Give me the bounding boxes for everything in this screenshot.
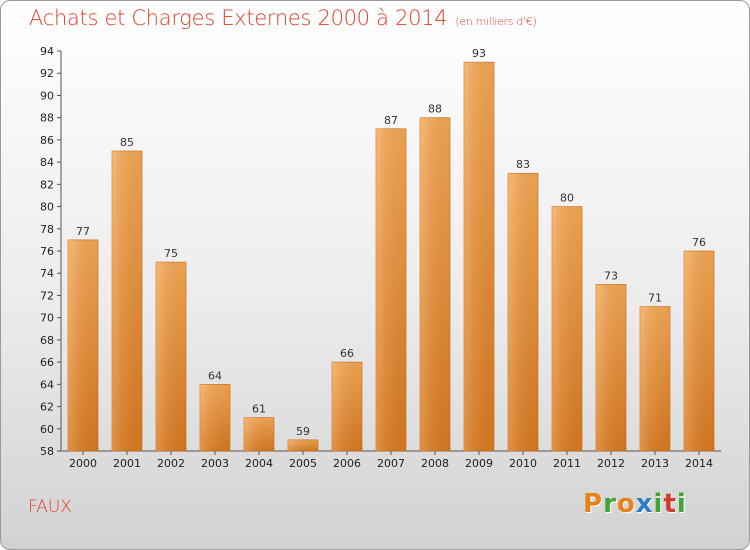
y-tick-label: 80	[40, 201, 54, 214]
y-tick-label: 74	[40, 267, 54, 280]
bar-sheen	[288, 439, 318, 451]
chart-title: Achats et Charges Externes 2000 à 2014 (e…	[29, 6, 537, 30]
chart-title-text: Achats et Charges Externes 2000 à 2014	[29, 6, 448, 30]
y-tick-label: 90	[40, 89, 54, 102]
data-label: 85	[120, 136, 134, 149]
data-label: 87	[384, 114, 398, 127]
axes: 58 60 62 64 66 68 70 72 74 76 78 80 82 84 86 88 90 92 94 20…	[40, 45, 721, 470]
data-label: 61	[252, 403, 266, 416]
bar-sheen	[244, 417, 274, 451]
y-tick-label: 92	[40, 67, 54, 80]
bar-sheen	[552, 206, 582, 451]
data-label: 77	[76, 225, 90, 238]
bar-sheen	[68, 239, 98, 451]
bar-sheen	[156, 262, 186, 451]
y-tick-label: 88	[40, 112, 54, 125]
place-name: FAUX	[28, 497, 72, 517]
y-tick-label: 70	[40, 312, 54, 325]
bars-group: 77 85 75 64 61 59 66 87 88 93 83 80 73 71 76	[67, 47, 715, 452]
x-tick-label: 2006	[333, 457, 361, 470]
chart-subtitle: (en milliers d'€)	[455, 15, 537, 28]
data-label: 59	[296, 425, 310, 438]
x-tick-label: 2004	[245, 457, 273, 470]
bar-sheen	[420, 117, 450, 452]
logo-letter: i	[653, 489, 664, 519]
x-tick-label: 2000	[69, 457, 97, 470]
data-label: 64	[208, 369, 222, 382]
logo-letter: t	[663, 489, 677, 519]
y-tick-label: 94	[40, 45, 54, 58]
bar-sheen	[596, 284, 626, 451]
y-tick-label: 76	[40, 245, 54, 258]
x-tick-label: 2008	[421, 457, 449, 470]
x-tick-label: 2013	[641, 457, 669, 470]
logo-letter: x	[635, 489, 654, 519]
data-label: 80	[560, 192, 574, 205]
y-tick-label: 64	[40, 378, 54, 391]
y-tick-label: 58	[40, 445, 54, 458]
logo-letter: i	[676, 489, 687, 519]
y-tick-label: 86	[40, 134, 54, 147]
logo-letter: o	[616, 489, 636, 519]
data-label: 76	[692, 236, 706, 249]
bar-sheen	[684, 251, 714, 451]
data-label: 88	[428, 103, 442, 116]
y-tick-label: 84	[40, 156, 54, 169]
y-tick-label: 66	[40, 356, 54, 369]
bar-sheen	[332, 362, 362, 451]
y-tick-label: 60	[40, 423, 54, 436]
proxiti-logo: Proxiti	[583, 489, 687, 519]
y-tick-label: 72	[40, 289, 54, 302]
y-tick-label: 78	[40, 223, 54, 236]
y-tick-label: 82	[40, 178, 54, 191]
data-label: 83	[516, 158, 530, 171]
bar-sheen	[200, 384, 230, 451]
x-tick-label: 2010	[509, 457, 537, 470]
data-label: 73	[604, 269, 618, 282]
data-label: 93	[472, 47, 486, 60]
logo-letter: r	[603, 489, 617, 519]
x-tick-label: 2011	[553, 457, 581, 470]
bar-sheen	[640, 306, 670, 451]
data-label: 75	[164, 247, 178, 260]
y-tick-label: 62	[40, 401, 54, 414]
bar-sheen	[376, 128, 406, 451]
data-label: 66	[340, 347, 354, 360]
bar-sheen	[112, 151, 142, 451]
x-tick-label: 2007	[377, 457, 405, 470]
x-tick-label: 2003	[201, 457, 229, 470]
x-tick-label: 2014	[685, 457, 713, 470]
data-label: 71	[648, 292, 662, 305]
x-tick-label: 2002	[157, 457, 185, 470]
y-tick-label: 68	[40, 334, 54, 347]
x-tick-label: 2005	[289, 457, 317, 470]
x-tick-label: 2009	[465, 457, 493, 470]
bar-sheen	[464, 62, 494, 451]
logo-letter: P	[583, 489, 604, 519]
bar-sheen	[508, 173, 538, 451]
x-tick-label: 2012	[597, 457, 625, 470]
x-tick-label: 2001	[113, 457, 141, 470]
